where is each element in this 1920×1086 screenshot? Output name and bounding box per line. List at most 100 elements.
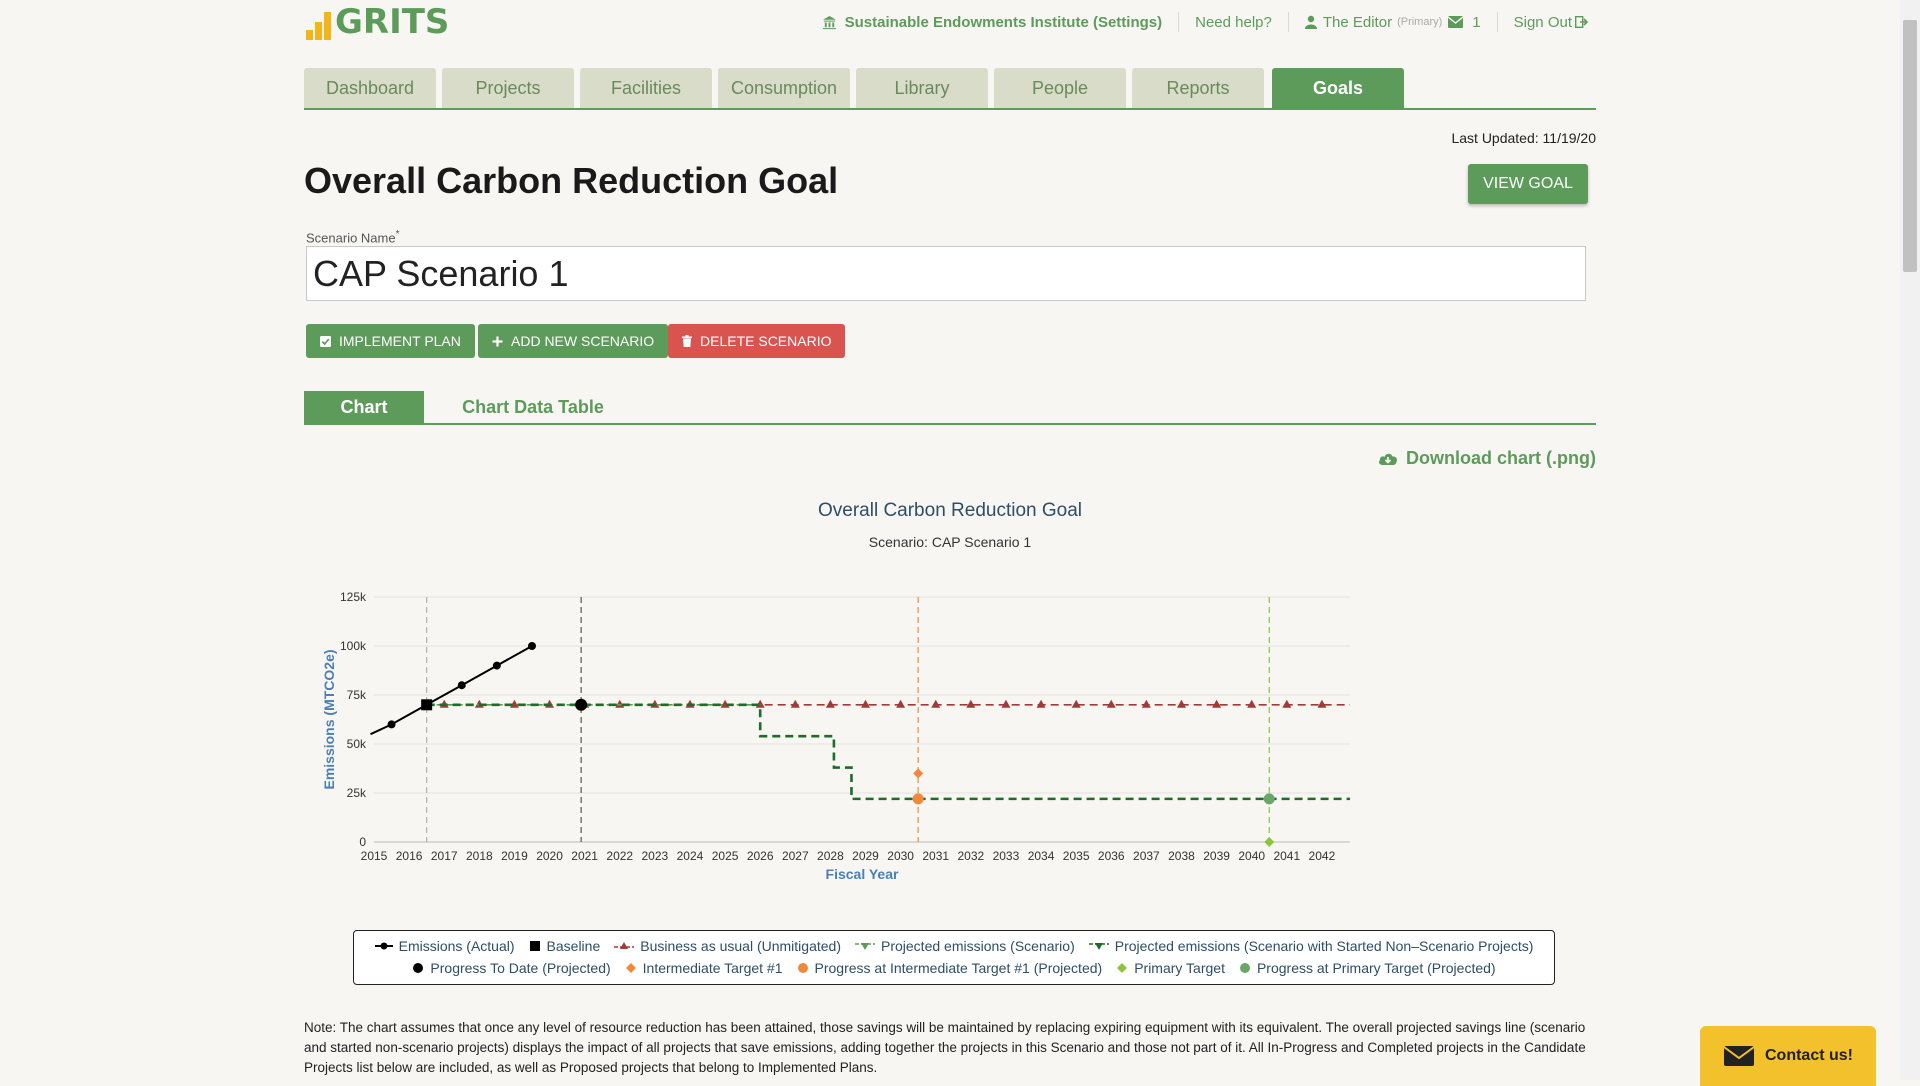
add-new-scenario-label: ADD NEW SCENARIO [511, 333, 655, 349]
progress-intermediate-marker [912, 793, 924, 805]
implement-plan-button[interactable]: IMPLEMENT PLAN [306, 324, 475, 358]
x-tick-label: 2023 [642, 849, 669, 863]
scenario-name-label-text: Scenario Name [306, 230, 396, 246]
bau-marker [1106, 699, 1116, 708]
bau-marker [790, 699, 800, 708]
legend-item-projected-scenario[interactable]: Projected emissions (Scenario) [855, 938, 1075, 954]
legend-item-baseline[interactable]: Baseline [529, 938, 600, 954]
need-help-link[interactable]: Need help? [1195, 13, 1272, 31]
x-tick-label: 2021 [571, 849, 598, 863]
legend-item-business-as-usual[interactable]: Business as usual (Unmitigated) [614, 938, 841, 954]
tab-chart-data-table[interactable]: Chart Data Table [462, 396, 604, 417]
x-tick-label: 2033 [993, 849, 1020, 863]
add-new-scenario-button[interactable]: ADD NEW SCENARIO [478, 324, 669, 358]
progress-to-date-marker [575, 698, 588, 711]
chart-legend: Emissions (Actual) Baseline Business as … [353, 930, 1555, 985]
tab-chart[interactable]: Chart [304, 391, 424, 423]
progress-primary-marker [1263, 793, 1275, 805]
legend-label: Intermediate Target #1 [642, 960, 783, 976]
download-chart-label: Download chart (.png) [1406, 448, 1596, 468]
x-tick-label: 2024 [677, 849, 704, 863]
divider [1287, 12, 1289, 32]
legend-item-progress-primary[interactable]: Progress at Primary Target (Projected) [1239, 960, 1496, 976]
x-tick-label: 2036 [1098, 849, 1125, 863]
envelope-icon[interactable] [1448, 16, 1464, 28]
bau-marker [931, 699, 941, 708]
legend-item-progress-to-date[interactable]: Progress To Date (Projected) [412, 960, 611, 976]
primary-target-marker [1264, 837, 1275, 847]
legend-item-primary-target[interactable]: Primary Target [1116, 960, 1225, 976]
nav-tab-people[interactable]: People [994, 68, 1126, 108]
user-role: (Primary) [1397, 16, 1443, 28]
x-tick-label: 2015 [361, 849, 388, 863]
legend-label: Projected emissions (Scenario) [881, 938, 1075, 954]
x-tick-label: 2022 [606, 849, 633, 863]
x-tick-label: 2025 [712, 849, 739, 863]
sign-out-label: Sign Out [1513, 13, 1572, 31]
user-name-link[interactable]: The Editor [1322, 13, 1393, 31]
nav-tab-projects[interactable]: Projects [442, 68, 574, 108]
institution-icon [822, 15, 836, 29]
checkbox-icon [320, 335, 331, 347]
x-tick-label: 2041 [1273, 849, 1300, 863]
intermediate-target-marker [913, 768, 924, 779]
bau-marker [966, 699, 976, 708]
legend-marker-circle [797, 963, 808, 973]
nav-tab-goals[interactable]: Goals [1272, 68, 1404, 108]
org-settings-link[interactable]: Sustainable Endowments Institute (Settin… [822, 14, 1162, 31]
nav-tab-facilities[interactable]: Facilities [580, 68, 712, 108]
x-tick-label: 2042 [1309, 849, 1336, 863]
page: GRITS Sustainable Endowments Institute (… [304, 0, 1596, 1075]
x-tick-label: 2028 [817, 849, 844, 863]
plus-icon [492, 336, 503, 346]
emissions-actual-point [387, 720, 396, 729]
trash-icon [682, 335, 692, 347]
delete-scenario-label: DELETE SCENARIO [700, 333, 832, 349]
bau-marker [896, 699, 906, 708]
x-tick-label: 2038 [1168, 849, 1195, 863]
legend-item-projected-started-non-scenario[interactable]: Projected emissions (Scenario with Start… [1088, 938, 1534, 954]
bau-marker [861, 699, 871, 708]
legend-item-emissions-actual[interactable]: Emissions (Actual) [374, 938, 515, 954]
nav-tab-dashboard[interactable]: Dashboard [304, 68, 436, 108]
chart-tabs: Chart Chart Data Table [304, 391, 1596, 425]
message-count[interactable]: 1 [1472, 13, 1481, 31]
y-tick-label: 50k [347, 737, 367, 751]
nav-tab-consumption[interactable]: Consumption [718, 68, 850, 108]
last-updated: Last Updated: 11/19/20 [1451, 130, 1596, 146]
legend-label: Primary Target [1134, 960, 1225, 976]
emissions-actual-point [492, 661, 501, 670]
page-scrollbar[interactable] [1900, 0, 1920, 1080]
series-line-projected-started-non-scenario [426, 703, 1350, 801]
user-icon [1304, 15, 1317, 29]
delete-scenario-button[interactable]: DELETE SCENARIO [668, 324, 846, 358]
legend-label: Projected emissions (Scenario with Start… [1114, 938, 1534, 954]
grits-logo[interactable]: GRITS [306, 0, 449, 40]
sign-out-icon [1575, 16, 1588, 28]
contact-us-button[interactable]: Contact us! [1700, 1026, 1876, 1086]
legend-item-progress-intermediate[interactable]: Progress at Intermediate Target #1 (Proj… [797, 960, 1102, 976]
scrollbar-thumb[interactable] [1903, 20, 1917, 272]
legend-label: Emissions (Actual) [398, 938, 515, 954]
bau-marker [1071, 699, 1081, 708]
chart-note: Note: The chart assumes that once any le… [304, 1020, 1586, 1075]
bau-marker [1141, 699, 1151, 708]
legend-item-intermediate-target[interactable]: Intermediate Target #1 [625, 960, 783, 976]
legend-marker-square [529, 941, 540, 951]
bau-marker [1317, 699, 1327, 708]
x-tick-label: 2031 [922, 849, 949, 863]
bau-marker [1176, 699, 1186, 708]
sign-out-link[interactable]: Sign Out [1514, 14, 1588, 31]
x-tick-label: 2039 [1203, 849, 1230, 863]
chart-svg: 0 25k 50k 75k 100k 125k 2015 2016 2017 2018 2019 20… [321, 590, 1350, 882]
x-tick-label: 2017 [431, 849, 458, 863]
divider [1496, 12, 1498, 32]
bau-marker [1036, 699, 1046, 708]
download-chart-link[interactable]: Download chart (.png) [1378, 448, 1596, 469]
nav-tab-reports[interactable]: Reports [1132, 68, 1264, 108]
legend-marker-down-triangle [855, 943, 875, 950]
scenario-name-input[interactable] [306, 246, 1586, 301]
view-goal-button[interactable]: VIEW GOAL [1468, 164, 1588, 204]
series-line-emissions-actual [370, 645, 533, 736]
nav-tab-library[interactable]: Library [856, 68, 988, 108]
